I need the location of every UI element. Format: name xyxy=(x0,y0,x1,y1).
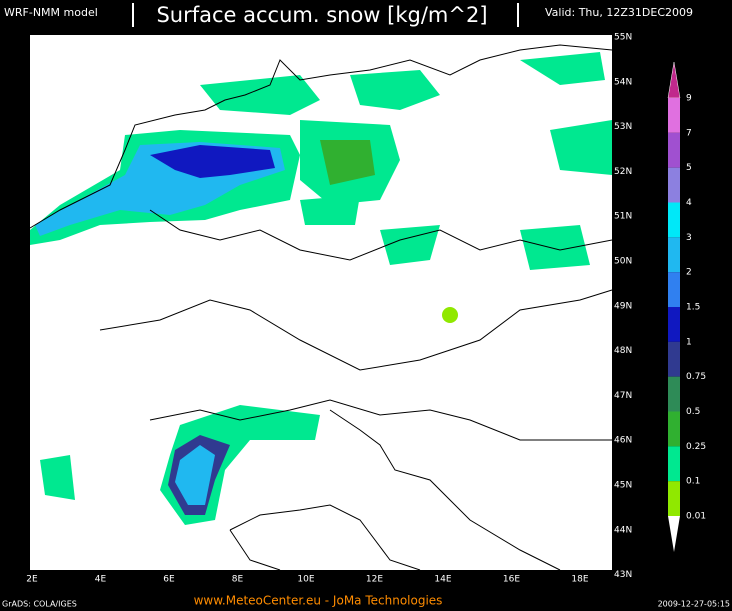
legend-swatch xyxy=(668,307,680,342)
longitude-label: 16E xyxy=(503,575,520,585)
legend-label: 3 xyxy=(686,233,692,243)
legend-swatch xyxy=(668,411,680,447)
latitude-label: 51N xyxy=(614,212,632,222)
legend-swatch xyxy=(668,237,680,273)
timestamp: 2009-12-27-05:15 xyxy=(658,600,730,609)
latitude-label: 53N xyxy=(614,122,632,132)
longitude-label: 10E xyxy=(297,575,314,585)
map-area xyxy=(29,35,613,571)
longitude-label: 14E xyxy=(434,575,451,585)
latitude-label: 44N xyxy=(614,525,632,535)
longitude-label: 18E xyxy=(571,575,588,585)
latitude-label: 52N xyxy=(614,167,632,177)
legend-swatch xyxy=(668,516,680,552)
legend-label: 7 xyxy=(686,128,692,138)
legend-swatch xyxy=(668,272,680,307)
legend-label: 0.01 xyxy=(686,512,706,522)
longitude-label: 4E xyxy=(95,575,107,585)
model-label: WRF-NMM model xyxy=(4,6,98,19)
latitude-label: 55N xyxy=(614,33,632,43)
legend: 9 7 5 4 3 2 1.5 1 0.75 0.5 0.25 0.1 0.01 xyxy=(667,61,706,552)
snow-field xyxy=(30,52,612,525)
legend-label: 0.1 xyxy=(686,477,700,487)
legend-swatch xyxy=(668,446,680,482)
longitude-label: 2E xyxy=(26,575,38,585)
latitude-label: 48N xyxy=(614,346,632,356)
legend-swatch xyxy=(668,376,680,412)
legend-label: 5 xyxy=(686,163,692,173)
legend-label: 0.75 xyxy=(686,372,706,382)
legend-swatch xyxy=(667,61,681,99)
legend-label: 0.5 xyxy=(686,407,700,417)
longitude-label: 6E xyxy=(163,575,175,585)
map-background xyxy=(30,35,612,570)
legend-swatch xyxy=(668,132,680,168)
map-title: Surface accum. snow [kg/m^2] xyxy=(156,3,487,27)
legend-label: 1.5 xyxy=(686,303,700,313)
coastline xyxy=(29,44,613,571)
latitude-label: 46N xyxy=(614,436,632,446)
software-credit: GrADS: COLA/IGES xyxy=(2,600,77,609)
site-credit: www.MeteoCenter.eu - JoMa Technologies xyxy=(194,594,443,608)
latitude-label: 43N xyxy=(614,570,632,580)
legend-swatch xyxy=(668,202,680,238)
latitude-label: 45N xyxy=(614,481,632,491)
legend-swatch xyxy=(668,341,680,377)
latitude-label: 49N xyxy=(614,301,632,311)
legend-swatch xyxy=(668,167,680,203)
legend-label: 2 xyxy=(686,268,692,278)
latitude-label: 47N xyxy=(614,391,632,401)
legend-label: 1 xyxy=(686,337,692,347)
legend-label: 9 xyxy=(686,94,692,104)
valid-time: Valid: Thu, 12Z31DEC2009 xyxy=(545,6,693,19)
legend-label: 4 xyxy=(686,198,692,208)
legend-swatch xyxy=(668,98,680,133)
legend-swatch xyxy=(668,481,680,516)
legend-label: 0.25 xyxy=(686,442,706,452)
longitude-label: 12E xyxy=(366,575,383,585)
longitude-label: 8E xyxy=(232,575,244,585)
latitude-label: 50N xyxy=(614,257,632,267)
latitude-label: 54N xyxy=(614,77,632,87)
